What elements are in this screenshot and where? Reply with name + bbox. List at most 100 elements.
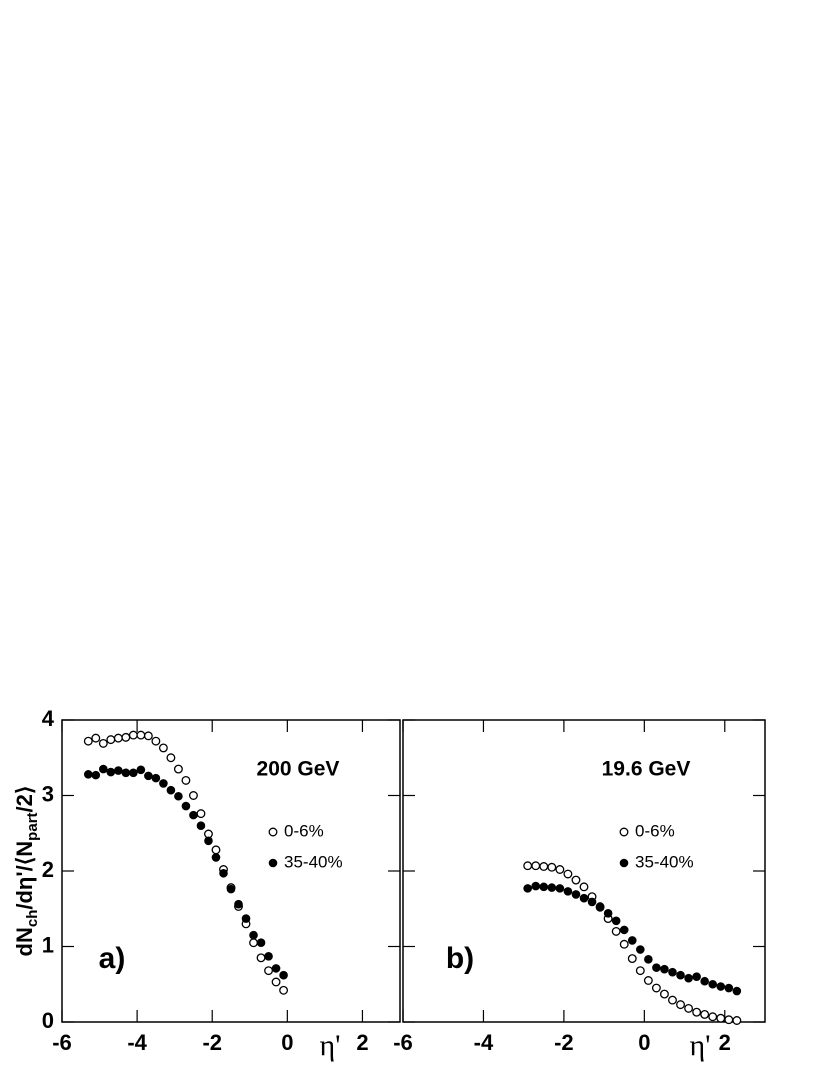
data-point	[643, 976, 653, 985]
data-point	[249, 938, 258, 948]
data-point	[724, 983, 734, 993]
y-axis-label-part: dN	[12, 927, 37, 956]
data-point	[684, 973, 693, 983]
data-point	[279, 970, 288, 980]
data-point	[579, 882, 589, 892]
y-axis-label-subscript: ch	[24, 910, 41, 928]
data-point	[128, 730, 138, 740]
data-point	[523, 884, 532, 893]
x-tick-label: 0	[281, 1030, 293, 1055]
x-tick-label: -4	[474, 1030, 494, 1055]
data-point	[189, 810, 198, 820]
data-point	[114, 766, 123, 775]
data-point	[659, 989, 669, 999]
data-point	[264, 966, 274, 976]
data-point	[539, 882, 549, 892]
data-point	[708, 979, 718, 989]
data-point	[129, 768, 138, 778]
data-point	[241, 914, 251, 923]
data-point	[188, 791, 198, 800]
data-point	[83, 770, 93, 779]
legend-label: 0-6%	[284, 821, 324, 840]
data-point	[166, 753, 176, 763]
data-point	[652, 963, 661, 972]
x-axis-label: η'	[689, 1029, 710, 1062]
data-point	[279, 985, 289, 995]
data-point	[211, 845, 221, 855]
legend-label: 35-40%	[284, 852, 343, 871]
data-point	[539, 862, 549, 871]
y-axis-label-subscript: part	[24, 812, 41, 840]
data-point	[143, 731, 153, 741]
y-tick-label: 4	[42, 706, 55, 731]
data-point	[264, 952, 273, 961]
data-point	[271, 964, 281, 973]
legend-marker	[268, 827, 278, 837]
x-tick-label: 2	[356, 1030, 368, 1055]
data-point	[106, 767, 116, 777]
data-point	[619, 925, 629, 935]
x-tick-label: 0	[638, 1030, 650, 1055]
data-point	[204, 836, 213, 846]
data-point	[181, 801, 191, 811]
data-point	[636, 945, 645, 954]
data-point	[173, 764, 183, 774]
data-point	[151, 736, 161, 746]
data-point	[256, 953, 266, 963]
data-point	[196, 821, 206, 831]
y-tick-label: 1	[42, 932, 54, 957]
y-axis-label: dNch/dη'/⟨Npart/2⟩	[12, 786, 41, 957]
data-point	[256, 938, 266, 948]
data-point	[151, 773, 161, 783]
y-tick-label: 2	[42, 857, 54, 882]
data-point	[619, 939, 629, 949]
x-tick-label: -6	[393, 1030, 413, 1055]
data-point	[174, 791, 183, 801]
data-point	[563, 887, 573, 896]
data-point	[692, 1007, 702, 1017]
data-point	[166, 785, 176, 795]
data-point	[660, 964, 669, 974]
data-point	[196, 809, 206, 819]
data-point	[121, 732, 131, 742]
data-point	[91, 733, 101, 743]
x-tick-label: -2	[202, 1030, 222, 1055]
data-point	[99, 764, 108, 774]
y-tick-label: 3	[42, 781, 54, 806]
data-point	[144, 771, 153, 781]
data-point	[271, 977, 281, 987]
data-point	[644, 955, 653, 964]
data-point	[555, 884, 565, 893]
data-point	[700, 976, 709, 986]
data-point	[732, 1016, 742, 1025]
data-point	[732, 986, 742, 996]
data-point	[651, 983, 661, 993]
data-point	[249, 930, 258, 940]
data-point	[563, 869, 573, 879]
legend-label: 0-6%	[635, 821, 675, 840]
data-point	[234, 899, 243, 909]
data-point	[716, 1013, 726, 1023]
data-point	[603, 908, 613, 918]
annotation: 200 GeV	[257, 758, 340, 781]
data-point	[587, 897, 597, 907]
data-point	[595, 902, 605, 911]
data-point	[523, 861, 533, 871]
legend-marker	[268, 858, 278, 868]
y-axis-label-part: /dη'/⟨N	[12, 841, 37, 910]
panel-label: a)	[99, 942, 126, 975]
data-point	[668, 995, 677, 1005]
data-point	[611, 916, 621, 926]
data-point	[531, 861, 541, 871]
data-point	[611, 926, 621, 936]
data-point	[98, 738, 108, 748]
data-point	[531, 881, 541, 891]
y-tick-label: 0	[42, 1008, 54, 1033]
data-point	[136, 765, 146, 775]
data-point	[158, 743, 168, 753]
data-point	[724, 1015, 734, 1025]
x-tick-label: -4	[127, 1030, 147, 1055]
data-point	[668, 967, 677, 977]
